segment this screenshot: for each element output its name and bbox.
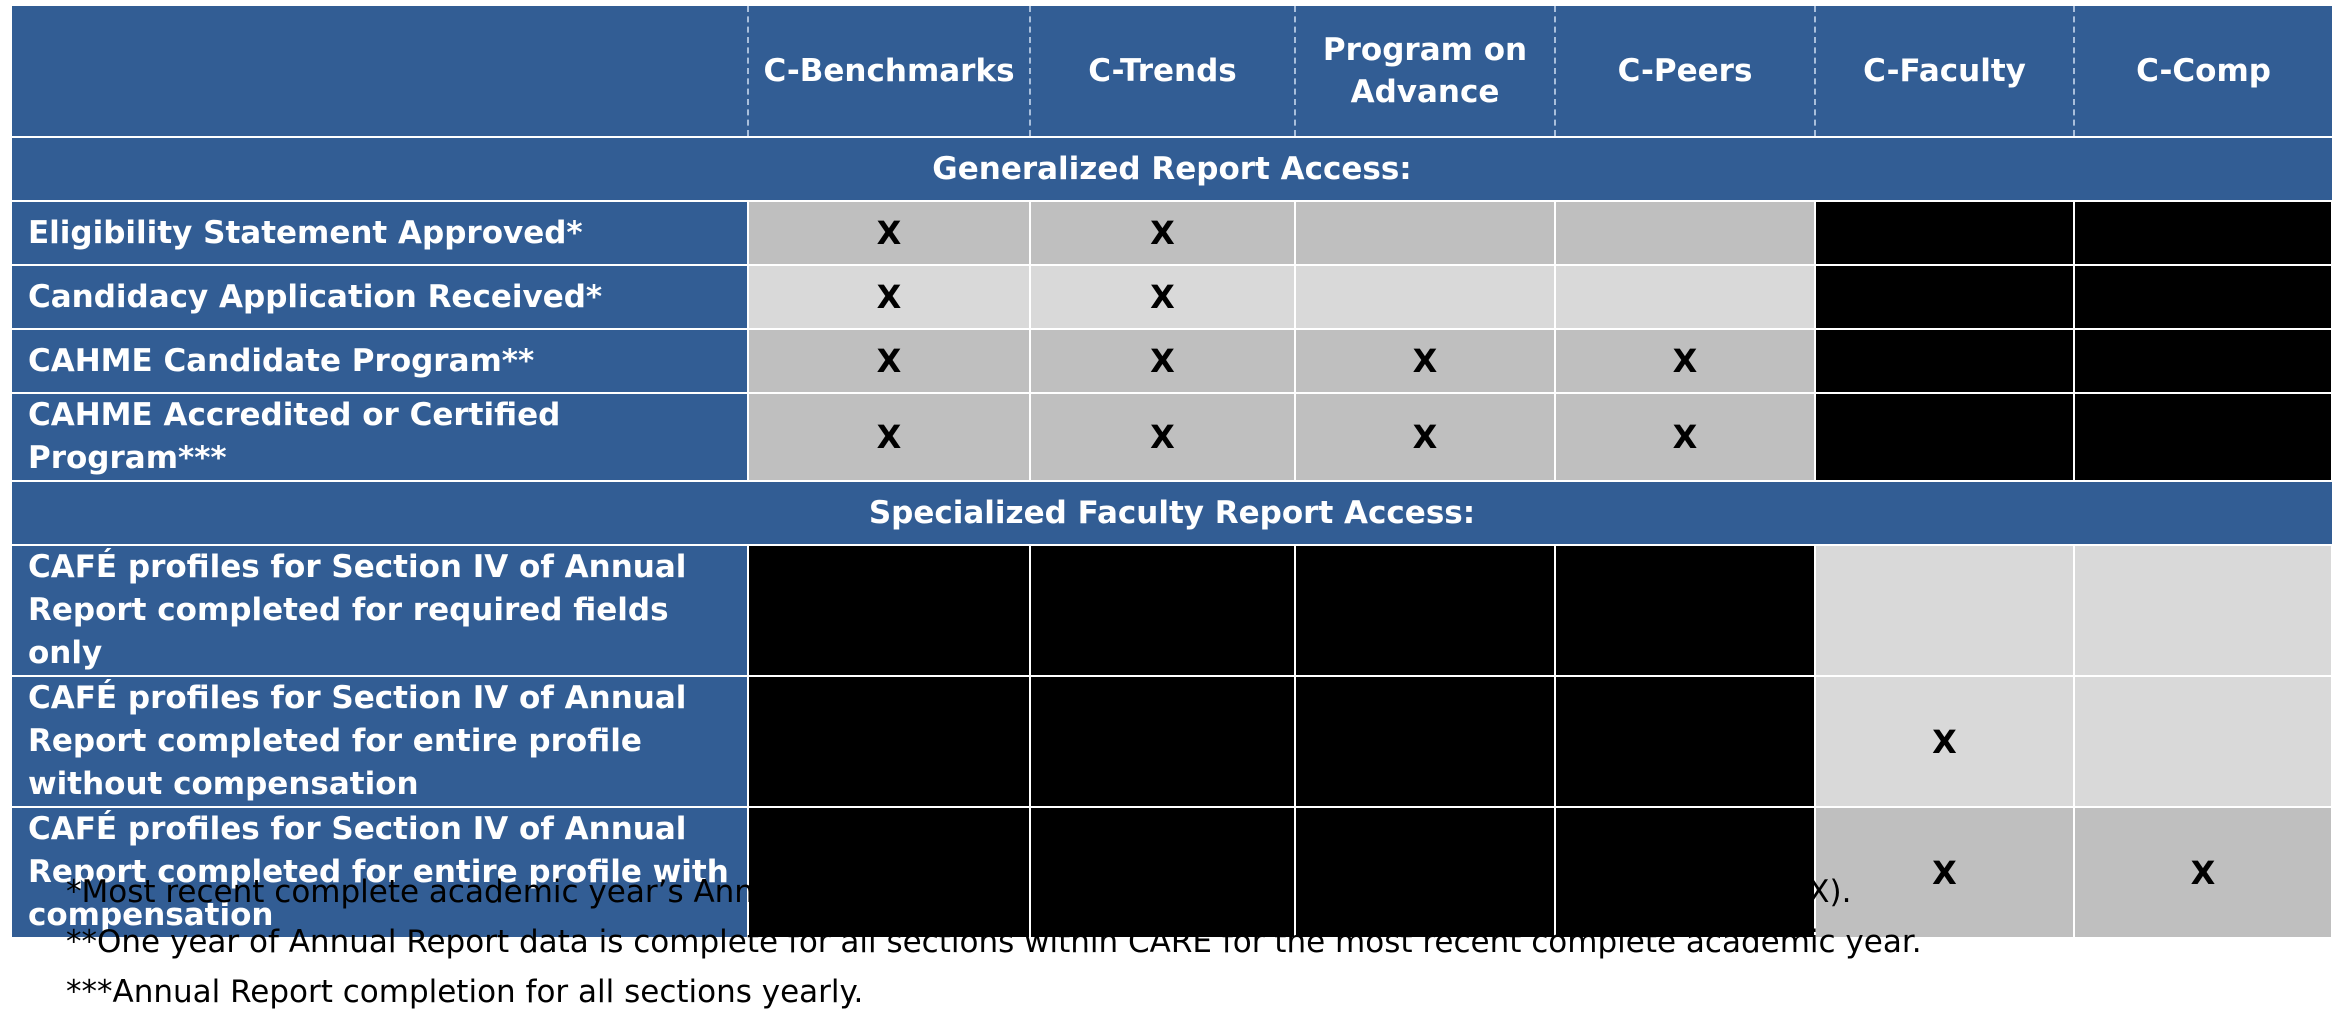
table-header-row: C-Benchmarks C-Trends Program on Advance…	[12, 6, 2332, 138]
row-label: Candidacy Application Received*	[12, 264, 748, 330]
access-cell	[2073, 675, 2333, 808]
blocked-cell	[2073, 200, 2333, 266]
footnote: **One year of Annual Report data is comp…	[66, 924, 1922, 960]
blocked-cell	[1814, 264, 2075, 330]
blocked-cell	[1294, 544, 1556, 677]
footnote: ***Annual Report completion for all sect…	[66, 974, 864, 1010]
access-cell: X	[1294, 328, 1556, 394]
access-cell: X	[747, 264, 1031, 330]
row-label: CAHME Candidate Program**	[12, 328, 748, 394]
access-cell: X	[1029, 392, 1296, 482]
access-cell	[2073, 544, 2333, 677]
section-header-row: Specialized Faculty Report Access:	[12, 480, 2332, 546]
blocked-cell	[1029, 675, 1296, 808]
column-header: Program on Advance	[1294, 6, 1555, 138]
access-cell: X	[1814, 806, 2075, 939]
table-row: Candidacy Application Received* X X	[12, 264, 2333, 330]
blocked-cell	[747, 544, 1031, 677]
access-cell: X	[1029, 264, 1296, 330]
access-cell: X	[1029, 328, 1296, 394]
blocked-cell	[1814, 200, 2075, 266]
access-cell: X	[747, 328, 1031, 394]
blocked-cell	[1294, 806, 1556, 939]
access-cell: X	[1554, 328, 1816, 394]
table-row: CAFÉ profiles for Section IV of Annual R…	[12, 544, 2333, 677]
table-row: CAHME Candidate Program** X X X X	[12, 328, 2333, 394]
table-row: CAHME Accredited or Certified Program***…	[12, 392, 2333, 482]
access-cell: X	[747, 392, 1031, 482]
access-cell	[1554, 264, 1816, 330]
row-label: Eligibility Statement Approved*	[12, 200, 748, 266]
row-label: CAFÉ profiles for Section IV of Annual R…	[12, 806, 748, 939]
footnotes: *Most recent complete academic year’s An…	[66, 872, 2306, 1022]
blocked-cell	[1554, 675, 1816, 808]
access-cell	[1814, 544, 2075, 677]
section-title: Generalized Report Access:	[12, 136, 2332, 202]
blocked-cell	[1294, 675, 1556, 808]
blocked-cell	[2073, 392, 2333, 482]
column-header: C-Comp	[2073, 6, 2332, 138]
table-row: CAFÉ profiles for Section IV of Annual R…	[12, 675, 2333, 808]
blocked-cell	[1554, 806, 1816, 939]
access-cell	[1554, 200, 1816, 266]
blocked-cell	[747, 806, 1031, 939]
blocked-cell	[2073, 264, 2333, 330]
table-row: Eligibility Statement Approved* X X	[12, 200, 2333, 266]
access-cell: X	[1029, 200, 1296, 266]
footnote: *Most recent complete academic year’s An…	[66, 874, 1852, 910]
access-cell	[1294, 200, 1556, 266]
column-header: C-Trends	[1029, 6, 1295, 138]
report-access-table: C-Benchmarks C-Trends Program on Advance…	[12, 6, 2333, 939]
access-cell: X	[747, 200, 1031, 266]
column-header: C-Faculty	[1814, 6, 2074, 138]
access-cell	[1294, 264, 1556, 330]
row-label: CAFÉ profiles for Section IV of Annual R…	[12, 544, 748, 677]
blocked-cell	[1814, 392, 2075, 482]
table-row: CAFÉ profiles for Section IV of Annual R…	[12, 806, 2333, 939]
section-header-row: Generalized Report Access:	[12, 136, 2332, 202]
blocked-cell	[1029, 806, 1296, 939]
blocked-cell	[1029, 544, 1296, 677]
access-cell: X	[1294, 392, 1556, 482]
row-label: CAFÉ profiles for Section IV of Annual R…	[12, 675, 748, 808]
access-cell: X	[1814, 675, 2075, 808]
blocked-cell	[2073, 328, 2333, 394]
header-corner-cell	[12, 6, 748, 138]
access-cell: X	[2073, 806, 2333, 939]
column-header: C-Peers	[1554, 6, 1815, 138]
blocked-cell	[747, 675, 1031, 808]
row-label: CAHME Accredited or Certified Program***	[12, 392, 748, 482]
access-cell: X	[1554, 392, 1816, 482]
blocked-cell	[1814, 328, 2075, 394]
section-title: Specialized Faculty Report Access:	[12, 480, 2332, 546]
column-header: C-Benchmarks	[747, 6, 1030, 138]
blocked-cell	[1554, 544, 1816, 677]
